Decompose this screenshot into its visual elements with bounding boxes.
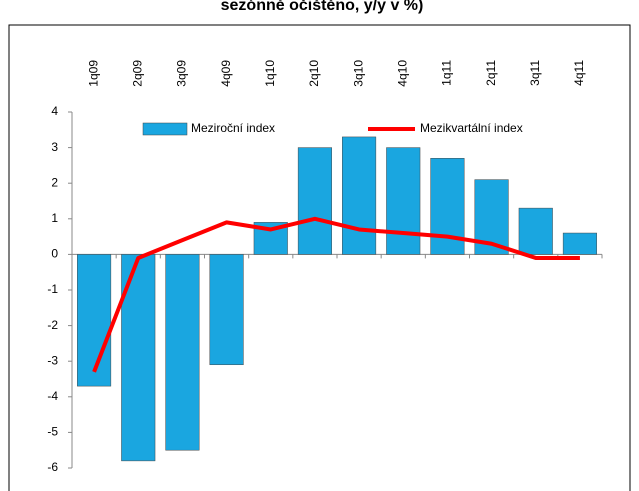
legend-label: Meziroční index xyxy=(191,121,275,135)
y-tick-label: -1 xyxy=(47,282,58,296)
line xyxy=(92,216,580,373)
x-tick-label: 4q09 xyxy=(219,60,233,87)
y-tick-label: -4 xyxy=(47,389,58,403)
x-tick-label: 4q10 xyxy=(395,60,409,87)
bar xyxy=(518,207,553,255)
y-tick-label: -5 xyxy=(47,425,58,439)
chart-title: sezónně očištěno, y/y v %) xyxy=(221,0,424,14)
x-tick-label: 3q10 xyxy=(351,60,365,87)
bar xyxy=(77,254,112,387)
bar xyxy=(297,147,332,255)
x-tick-label: 1q10 xyxy=(263,60,277,87)
y-tick-label: 1 xyxy=(51,211,58,225)
y-tick-label: -2 xyxy=(47,318,58,332)
x-tick-label: 2q09 xyxy=(130,60,144,87)
y-tick-label: 2 xyxy=(51,175,58,189)
bar xyxy=(342,136,377,255)
x-tick-label: 1q09 xyxy=(86,60,100,87)
x-tick-label: 3q11 xyxy=(528,60,542,86)
x-tick-label: 4q11 xyxy=(572,60,586,86)
x-tick-label: 3q09 xyxy=(175,60,189,87)
legend-label: Mezikvartální index xyxy=(420,121,523,135)
bar xyxy=(165,254,200,451)
y-tick-label: -6 xyxy=(47,460,58,474)
y-tick-label: 0 xyxy=(51,247,58,261)
bar xyxy=(209,254,244,366)
bar xyxy=(562,232,597,255)
y-tick-label: 4 xyxy=(51,104,58,118)
legend-swatch xyxy=(142,122,188,136)
x-tick-label: 2q11 xyxy=(484,60,498,86)
chart-frame xyxy=(8,24,631,491)
bar xyxy=(386,147,421,255)
y-tick-label: -3 xyxy=(47,353,58,367)
x-tick-label: 2q10 xyxy=(307,60,321,87)
y-tick-label: 3 xyxy=(51,140,58,154)
x-tick-label: 1q11 xyxy=(440,60,454,86)
